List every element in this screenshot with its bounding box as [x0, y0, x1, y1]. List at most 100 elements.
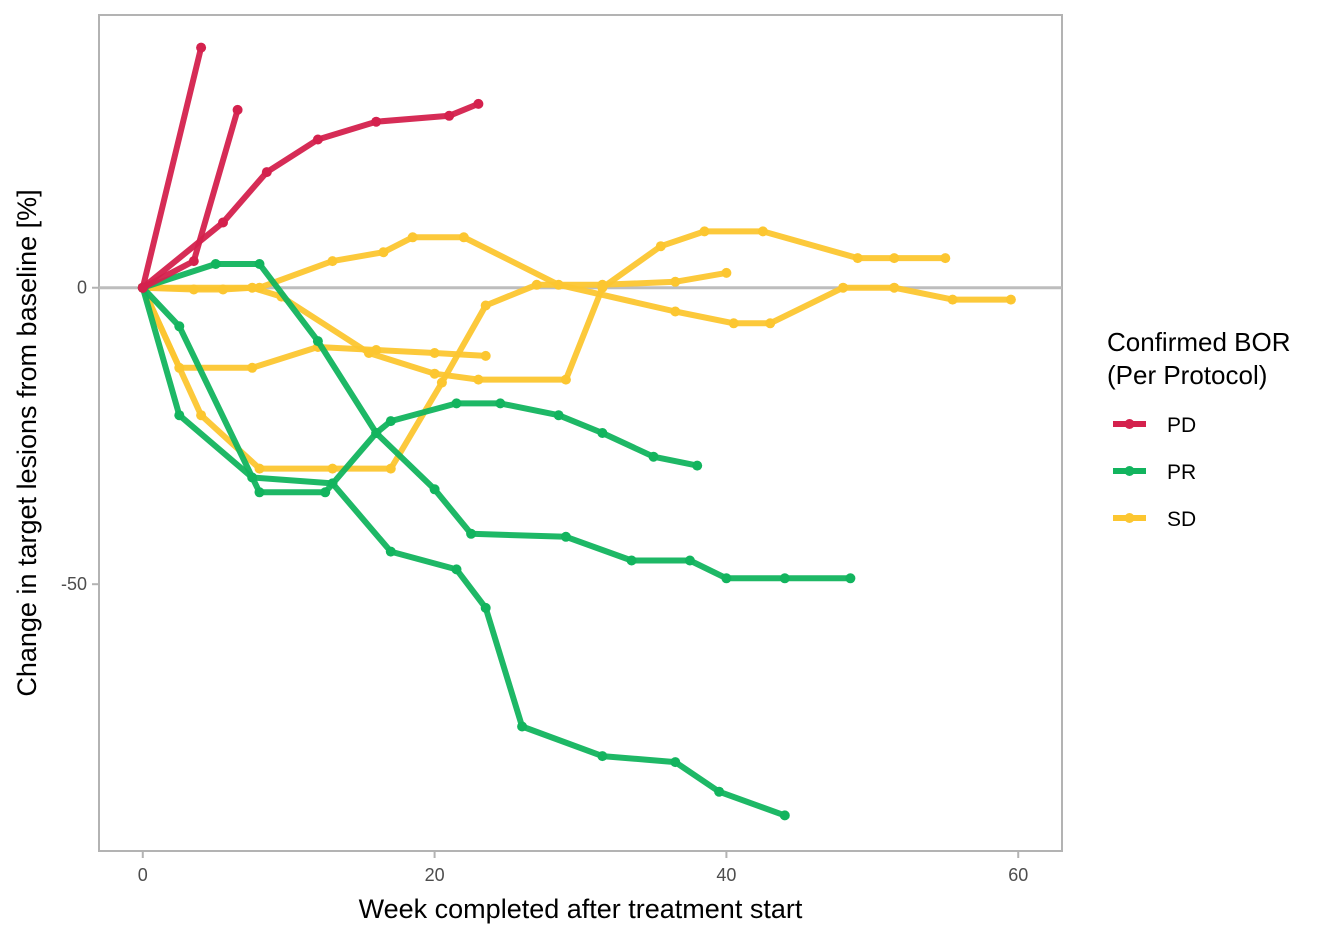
- data-point: [451, 398, 462, 409]
- data-point: [261, 167, 272, 178]
- data-point: [531, 279, 542, 290]
- data-point: [699, 226, 710, 237]
- data-point: [312, 336, 323, 347]
- data-point: [889, 282, 900, 293]
- data-point: [670, 757, 681, 768]
- data-point: [728, 318, 739, 329]
- y-axis-ticks: 0 -50: [61, 278, 99, 594]
- data-point: [188, 256, 199, 267]
- x-tick-label: 40: [716, 865, 736, 885]
- data-point: [765, 318, 776, 329]
- data-point: [845, 573, 856, 584]
- data-point: [444, 110, 455, 121]
- data-point: [553, 410, 564, 421]
- x-tick-label: 0: [138, 865, 148, 885]
- series-line: [139, 44, 205, 291]
- data-point: [684, 555, 695, 566]
- legend-label: PR: [1167, 461, 1196, 484]
- data-point: [480, 300, 491, 311]
- data-point: [721, 267, 732, 278]
- series-pd-10: [137, 98, 484, 293]
- data-point: [517, 721, 528, 732]
- data-point: [371, 428, 382, 438]
- legend-entry-sd: SD: [1113, 508, 1196, 531]
- data-point: [429, 484, 440, 495]
- y-tick-label: 0: [77, 278, 87, 298]
- data-point: [254, 259, 265, 269]
- data-point: [254, 487, 265, 498]
- data-point: [940, 253, 951, 264]
- data-point: [597, 751, 608, 762]
- data-point: [714, 786, 725, 797]
- data-point: [473, 374, 484, 385]
- x-tick-label: 60: [1008, 865, 1028, 885]
- data-point: [436, 377, 447, 388]
- data-point: [670, 276, 681, 287]
- data-point: [655, 241, 666, 252]
- data-point: [320, 487, 331, 498]
- data-point: [779, 810, 790, 821]
- data-point: [385, 416, 396, 427]
- data-point: [560, 531, 571, 542]
- data-point: [312, 134, 323, 145]
- y-axis-title: Change in target lesions from baseline […: [12, 189, 42, 696]
- data-point: [889, 253, 900, 264]
- legend-label: SD: [1167, 508, 1196, 531]
- legend-key-point: [1124, 513, 1135, 523]
- x-axis-ticks: 0 20 40 60: [138, 851, 1028, 885]
- legend-title-line-1: Confirmed BOR: [1107, 327, 1291, 357]
- data-point: [385, 546, 396, 557]
- data-point: [626, 555, 637, 566]
- data-point: [254, 282, 265, 293]
- data-point: [407, 232, 418, 243]
- y-tick-label: -50: [61, 574, 87, 594]
- data-point: [721, 573, 732, 584]
- data-point: [254, 463, 265, 474]
- data-point: [757, 226, 768, 237]
- data-point: [371, 116, 382, 127]
- legend: Confirmed BOR (Per Protocol) PD PR SD: [1107, 327, 1291, 531]
- data-point: [327, 256, 338, 267]
- data-point: [648, 451, 659, 462]
- data-point: [378, 247, 389, 258]
- x-tick-label: 20: [425, 865, 445, 885]
- data-point: [363, 348, 374, 358]
- data-point: [597, 282, 608, 293]
- plot-panel-border: [98, 14, 1063, 852]
- data-point: [247, 362, 258, 373]
- data-point: [560, 374, 571, 385]
- series-layer: [137, 42, 1016, 821]
- data-point: [429, 368, 440, 379]
- legend-entry-pr: PR: [1113, 461, 1196, 484]
- legend-entries: PD PR SD: [1113, 414, 1196, 531]
- data-point: [480, 602, 491, 613]
- data-point: [327, 463, 338, 474]
- data-point: [137, 282, 148, 293]
- data-point: [480, 350, 491, 361]
- data-point: [495, 398, 506, 409]
- series-line: [139, 284, 701, 496]
- data-point: [947, 294, 958, 305]
- data-point: [1005, 294, 1016, 305]
- data-point: [692, 460, 703, 471]
- data-point: [218, 217, 228, 228]
- data-point: [196, 42, 207, 53]
- data-point: [210, 259, 221, 269]
- data-point: [196, 410, 207, 421]
- legend-entry-pd: PD: [1113, 414, 1196, 437]
- data-point: [174, 410, 185, 421]
- data-point: [385, 463, 396, 474]
- x-axis-title: Week completed after treatment start: [359, 894, 803, 924]
- data-point: [451, 564, 462, 575]
- series-line: [139, 284, 788, 819]
- data-point: [466, 528, 477, 539]
- data-point: [779, 573, 790, 584]
- legend-title-line-2: (Per Protocol): [1107, 360, 1267, 390]
- data-point: [852, 253, 863, 264]
- data-point: [232, 104, 243, 115]
- data-point: [429, 348, 440, 358]
- legend-label: PD: [1167, 414, 1196, 437]
- legend-key-point: [1124, 466, 1135, 476]
- series-line: [139, 234, 1014, 327]
